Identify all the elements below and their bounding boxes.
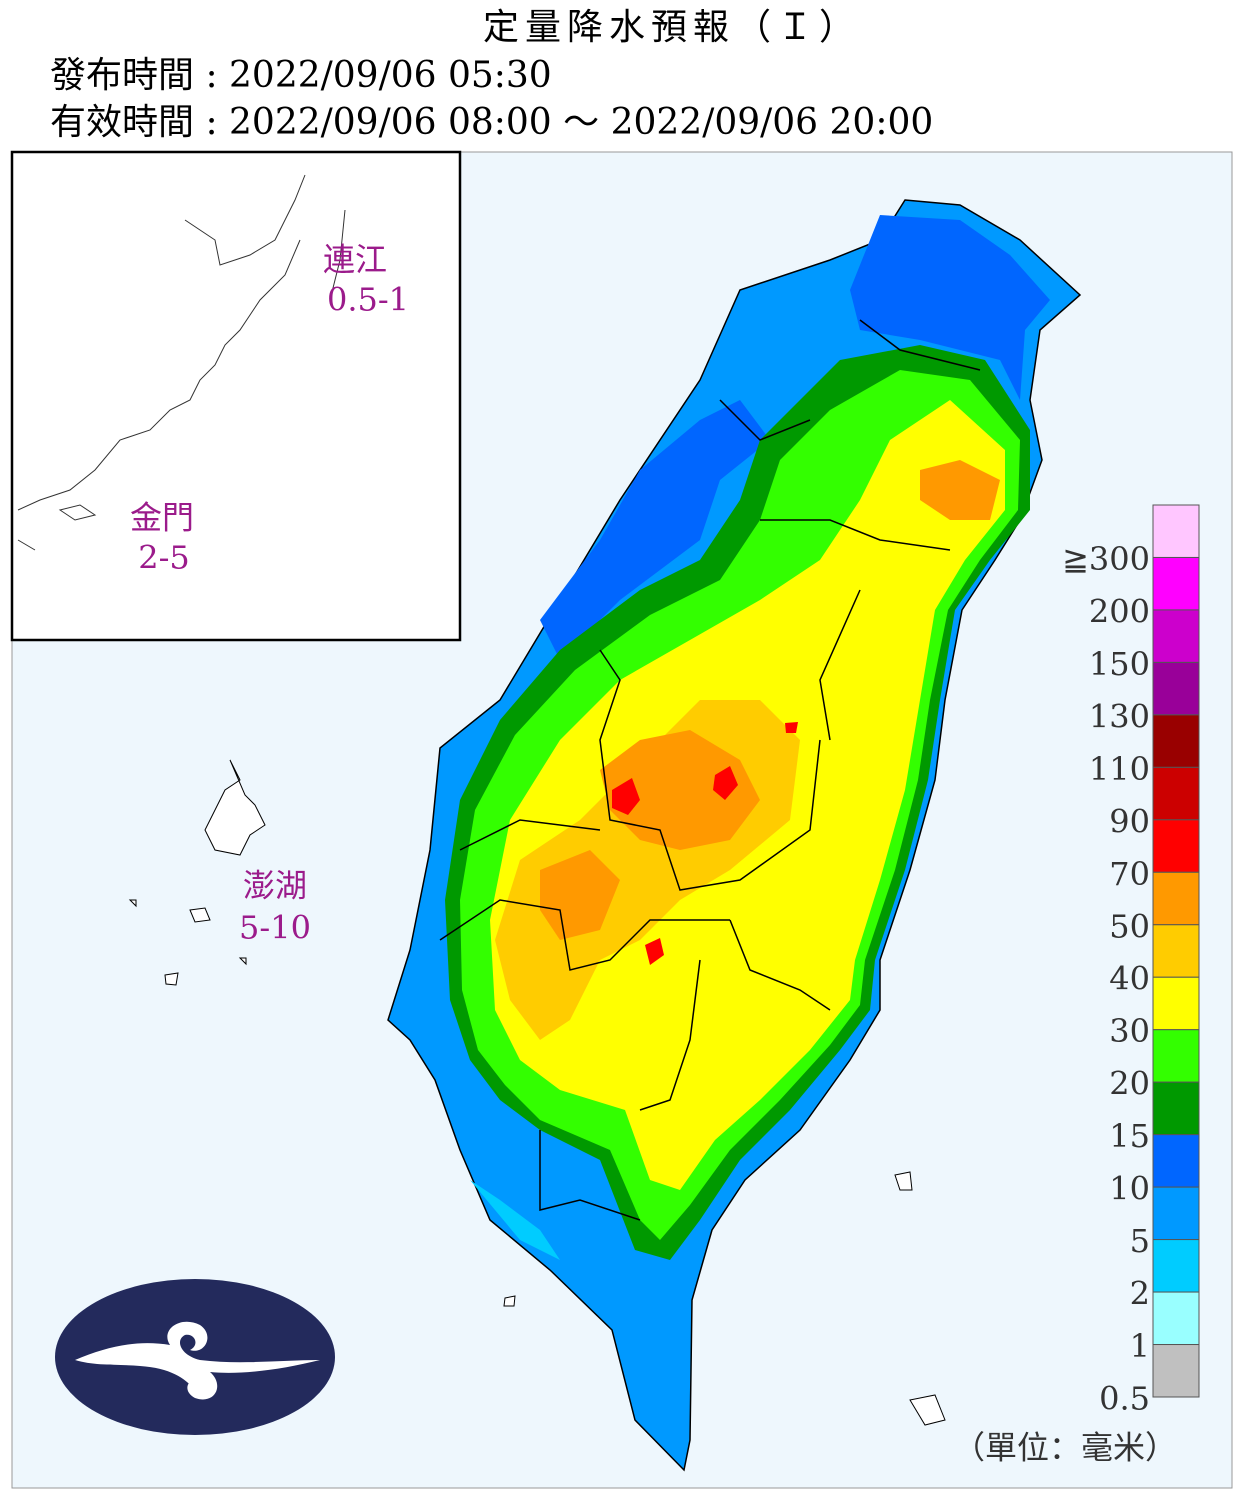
legend-label: 150 — [1089, 645, 1150, 683]
legend-label: 5 — [1130, 1222, 1150, 1260]
legend-label: 30 — [1109, 1012, 1150, 1050]
legend-swatch — [1152, 1081, 1200, 1136]
legend-label: 50 — [1109, 907, 1150, 945]
legend-label: 1 — [1130, 1327, 1150, 1365]
region-range: 0.5-1 — [327, 281, 409, 319]
legend-label: 15 — [1109, 1117, 1150, 1155]
legend-label: 110 — [1089, 750, 1150, 788]
region-range: 5-10 — [239, 909, 311, 947]
unit-label: （單位：毫米） — [953, 1429, 1177, 1467]
valid-time: 有效時間 : 2022/09/06 08:00 ～ 2022/09/06 20:… — [50, 102, 933, 143]
legend: ≧300 200 150 130 110 90 70 50 40 30 20 15 10 5 2 1 0.5 — [1062, 504, 1200, 1418]
issued-time: 發布時間 : 2022/09/06 05:30 — [50, 55, 552, 96]
title: 定量降水預報（Ｉ） — [483, 7, 861, 48]
legend-label: 2 — [1130, 1275, 1150, 1313]
legend-swatch — [1152, 1239, 1200, 1293]
legend-label: 40 — [1109, 960, 1150, 998]
legend-swatch — [1152, 1134, 1200, 1188]
legend-swatch — [1152, 609, 1200, 663]
legend-label: 90 — [1109, 802, 1150, 840]
legend-label: 0.5 — [1099, 1380, 1150, 1418]
legend-swatch — [1152, 1344, 1200, 1398]
region-range: 2-5 — [138, 539, 190, 577]
legend-swatch — [1152, 556, 1200, 611]
legend-swatch — [1152, 661, 1200, 716]
legend-label: 70 — [1109, 855, 1150, 893]
legend-swatch — [1152, 766, 1200, 821]
taiwan-map — [387, 199, 1082, 1472]
legend-label: 130 — [1089, 697, 1150, 735]
legend-label: 200 — [1089, 592, 1150, 630]
legend-label: 20 — [1109, 1065, 1150, 1103]
inset-coast — [17, 174, 346, 551]
legend-swatch — [1152, 504, 1200, 558]
legend-swatch — [1152, 924, 1200, 978]
penghu-islands — [128, 759, 266, 986]
legend-swatch — [1152, 1029, 1200, 1083]
legend-swatch — [1152, 871, 1200, 926]
inset-frame — [10, 150, 462, 642]
legend-label: 10 — [1109, 1170, 1150, 1208]
legend-swatch — [1152, 976, 1200, 1031]
legend-swatch — [1152, 714, 1200, 768]
legend-swatch — [1152, 819, 1200, 873]
legend-swatch — [1152, 1291, 1200, 1346]
legend-swatch — [1152, 1186, 1200, 1241]
logo — [55, 1279, 335, 1435]
region-name: 連江 — [323, 241, 387, 279]
region-name: 金門 — [130, 499, 194, 537]
legend-label: ≧300 — [1062, 540, 1150, 578]
region-name: 澎湖 — [243, 867, 307, 905]
